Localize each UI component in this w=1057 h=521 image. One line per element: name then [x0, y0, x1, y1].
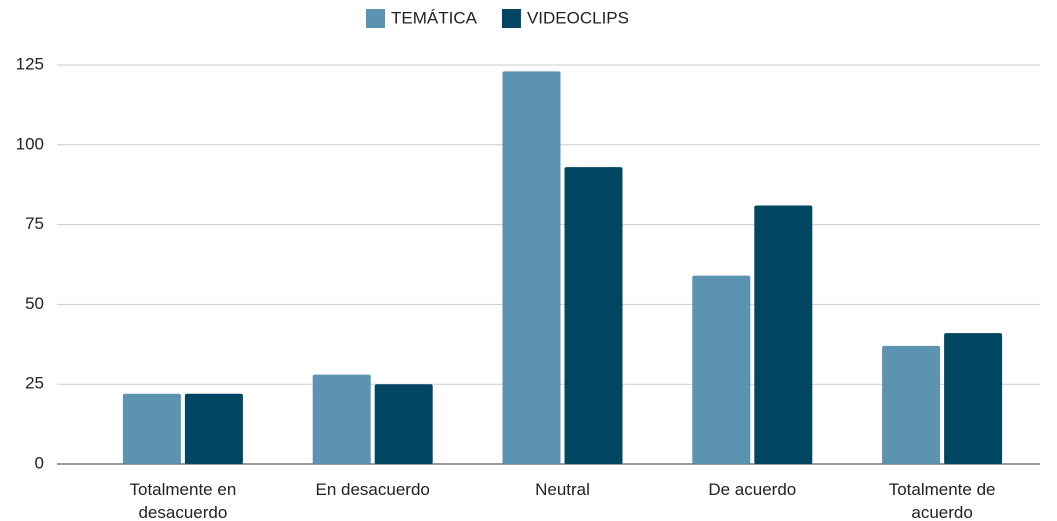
legend-label: VIDEOCLIPS: [527, 8, 629, 27]
bar: [312, 374, 371, 464]
y-tick-label: 75: [25, 214, 44, 233]
bar: [564, 167, 623, 465]
bar: [184, 393, 243, 464]
bar: [692, 275, 751, 464]
bar: [502, 71, 561, 464]
legend-label: TEMÁTICA: [391, 8, 478, 27]
x-tick-label: Totalmente de acuerdo: [888, 480, 996, 521]
y-tick-label: 100: [16, 134, 44, 153]
x-tick-label: En desacuerdo: [315, 480, 430, 499]
legend-swatch: [366, 9, 385, 28]
y-tick-label: 0: [35, 453, 44, 472]
bar: [882, 345, 941, 464]
y-tick-label: 25: [25, 374, 44, 393]
bar: [754, 205, 813, 464]
legend-swatch: [501, 9, 521, 28]
x-tick-label: Neutral: [535, 480, 590, 499]
y-tick-label: 50: [25, 294, 44, 313]
x-tick-label: De acuerdo: [708, 480, 797, 499]
bar: [944, 333, 1003, 464]
y-tick-label: 125: [16, 54, 44, 73]
bar: [374, 384, 433, 464]
bar: [122, 393, 181, 464]
x-tick-label: Totalmente en desacuerdo: [129, 480, 237, 521]
